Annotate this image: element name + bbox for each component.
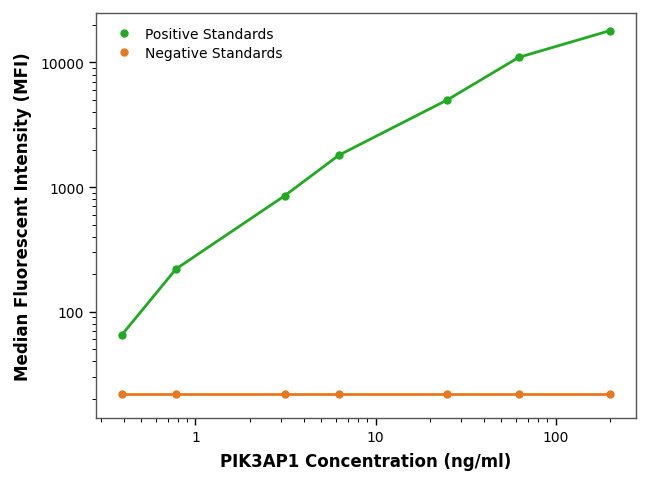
Negative Standards xyxy=(335,391,343,396)
Positive Standards xyxy=(281,194,289,199)
Negative Standards xyxy=(443,391,451,396)
Negative Standards xyxy=(515,391,523,396)
X-axis label: PIK3AP1 Concentration (ng/ml): PIK3AP1 Concentration (ng/ml) xyxy=(220,452,512,470)
Positive Standards xyxy=(443,98,451,104)
Positive Standards xyxy=(606,29,614,34)
Negative Standards xyxy=(118,391,125,396)
Positive Standards xyxy=(335,153,343,159)
Y-axis label: Median Fluorescent Intensity (MFI): Median Fluorescent Intensity (MFI) xyxy=(14,52,32,380)
Line: Negative Standards: Negative Standards xyxy=(118,390,613,397)
Line: Positive Standards: Positive Standards xyxy=(118,28,613,339)
Positive Standards xyxy=(118,333,125,338)
Positive Standards xyxy=(172,267,180,272)
Negative Standards xyxy=(172,391,180,396)
Negative Standards xyxy=(281,391,289,396)
Negative Standards xyxy=(606,391,614,396)
Positive Standards xyxy=(515,55,523,61)
Legend: Positive Standards, Negative Standards: Positive Standards, Negative Standards xyxy=(103,21,289,68)
